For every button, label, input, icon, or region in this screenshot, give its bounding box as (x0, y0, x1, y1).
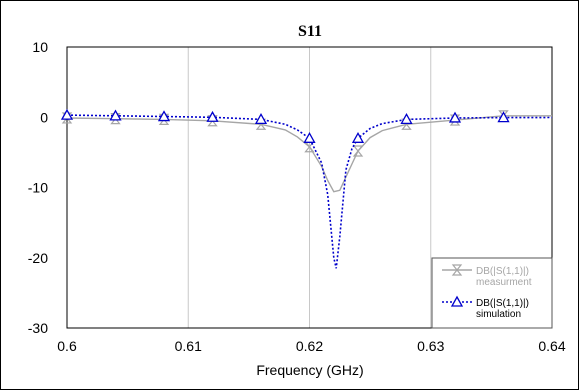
y-tick-label: -20 (28, 250, 48, 266)
data-point-marker (157, 110, 171, 122)
series-group (60, 108, 553, 269)
plot-area (66, 46, 553, 329)
legend-label: DB(|S(1,1)|) (476, 298, 529, 309)
series-simulation (60, 108, 553, 269)
series-line (66, 115, 552, 193)
legend-label: DB(|S(1,1)|) (476, 266, 529, 277)
y-axis-ticks: 10 0 -10 -20 -30 (28, 39, 48, 336)
chart-title: S11 (298, 23, 322, 40)
data-point-marker (206, 110, 219, 122)
legend-marker (451, 264, 463, 276)
data-point-marker (60, 108, 74, 120)
x-tick-label: 0.6 (57, 338, 77, 354)
data-point-marker (109, 109, 122, 121)
x-tick-label: 0.62 (296, 338, 323, 354)
series-measurment (61, 110, 552, 193)
legend-sublabel: simulation (476, 309, 521, 320)
y-tick-label: -30 (28, 320, 48, 336)
x-tick-label: 0.61 (175, 338, 202, 354)
data-point-marker (448, 111, 462, 123)
legend: DB(|S(1,1)|)measurmentDB(|S(1,1)|)simula… (431, 257, 553, 329)
x-tick-label: 0.64 (538, 338, 565, 354)
x-axis-ticks: 0.6 0.61 0.62 0.63 0.64 (57, 338, 566, 354)
y-tick-label: 10 (32, 39, 48, 55)
x-tick-label: 0.63 (417, 338, 444, 354)
series-line (66, 114, 553, 269)
data-point-marker (351, 131, 365, 143)
data-point-marker (254, 113, 268, 125)
legend-sublabel: measurment (476, 277, 532, 288)
data-point-marker (400, 113, 413, 125)
legend-marker (450, 295, 464, 307)
data-point-marker (303, 131, 316, 143)
x-axis-label: Frequency (GHz) (256, 362, 363, 378)
y-tick-label: 0 (40, 109, 48, 125)
y-tick-label: -10 (28, 180, 48, 196)
data-point-marker (352, 145, 364, 157)
data-point-marker (497, 111, 510, 123)
